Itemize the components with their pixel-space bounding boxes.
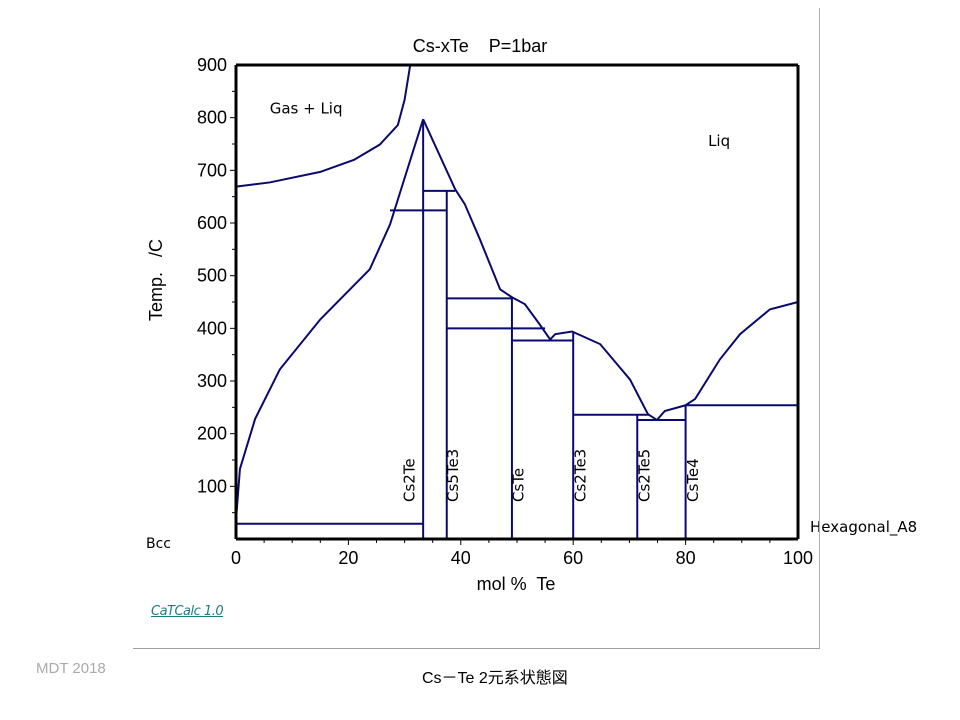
y-tick-label: 800 — [197, 108, 227, 128]
end-label-bcc: Bcc — [146, 536, 171, 552]
phase-line-gas-liquid-boundary — [235, 64, 412, 188]
x-tick-label: 40 — [451, 548, 471, 568]
compound-label: Cs2Te — [401, 458, 419, 502]
y-tick-label: 900 — [197, 55, 227, 75]
region-label: Gas + Liq — [270, 99, 343, 117]
region-label: Liq — [708, 132, 730, 150]
frame-divider-vertical — [819, 8, 820, 649]
x-tick-label: 100 — [783, 548, 813, 568]
chart-title: Cs-xTe P=1bar — [413, 36, 548, 56]
frame-divider-horizontal — [133, 648, 820, 649]
caption: Cs－Te 2元系状態図 — [422, 670, 568, 687]
phase-line-liquidus-cs2te-cs2te5 — [422, 118, 686, 422]
compound-label: CsTe4 — [684, 458, 702, 502]
compound-label: Cs2Te3 — [572, 449, 590, 502]
y-tick-label: 300 — [197, 371, 227, 391]
x-tick-label: 0 — [231, 548, 241, 568]
y-axis-label: Temp. /C — [146, 239, 166, 321]
y-tick-label: 500 — [197, 266, 227, 286]
y-tick-label: 200 — [197, 424, 227, 444]
x-axis-label: mol % Te — [477, 574, 556, 594]
y-tick-label: 100 — [197, 476, 227, 496]
author-year: MDT 2018 — [36, 660, 106, 677]
x-tick-label: 60 — [563, 548, 583, 568]
end-label-hexagonal: Hexagonal_A8 — [810, 518, 917, 537]
compound-label: Cs2Te5 — [636, 449, 654, 502]
phase-line-liquidus-cs-side — [235, 118, 425, 520]
catcalc-link[interactable]: CaTCalc 1.0 — [151, 604, 224, 619]
phase-line-liquidus-te-side — [685, 301, 799, 407]
y-tick-label: 600 — [197, 213, 227, 233]
x-tick-label: 20 — [338, 548, 358, 568]
y-tick-label: 700 — [197, 160, 227, 180]
compound-label: Cs5Te3 — [444, 449, 462, 502]
x-tick-label: 80 — [676, 548, 696, 568]
y-tick-label: 400 — [197, 318, 227, 338]
compound-label: CsTe — [510, 468, 528, 502]
